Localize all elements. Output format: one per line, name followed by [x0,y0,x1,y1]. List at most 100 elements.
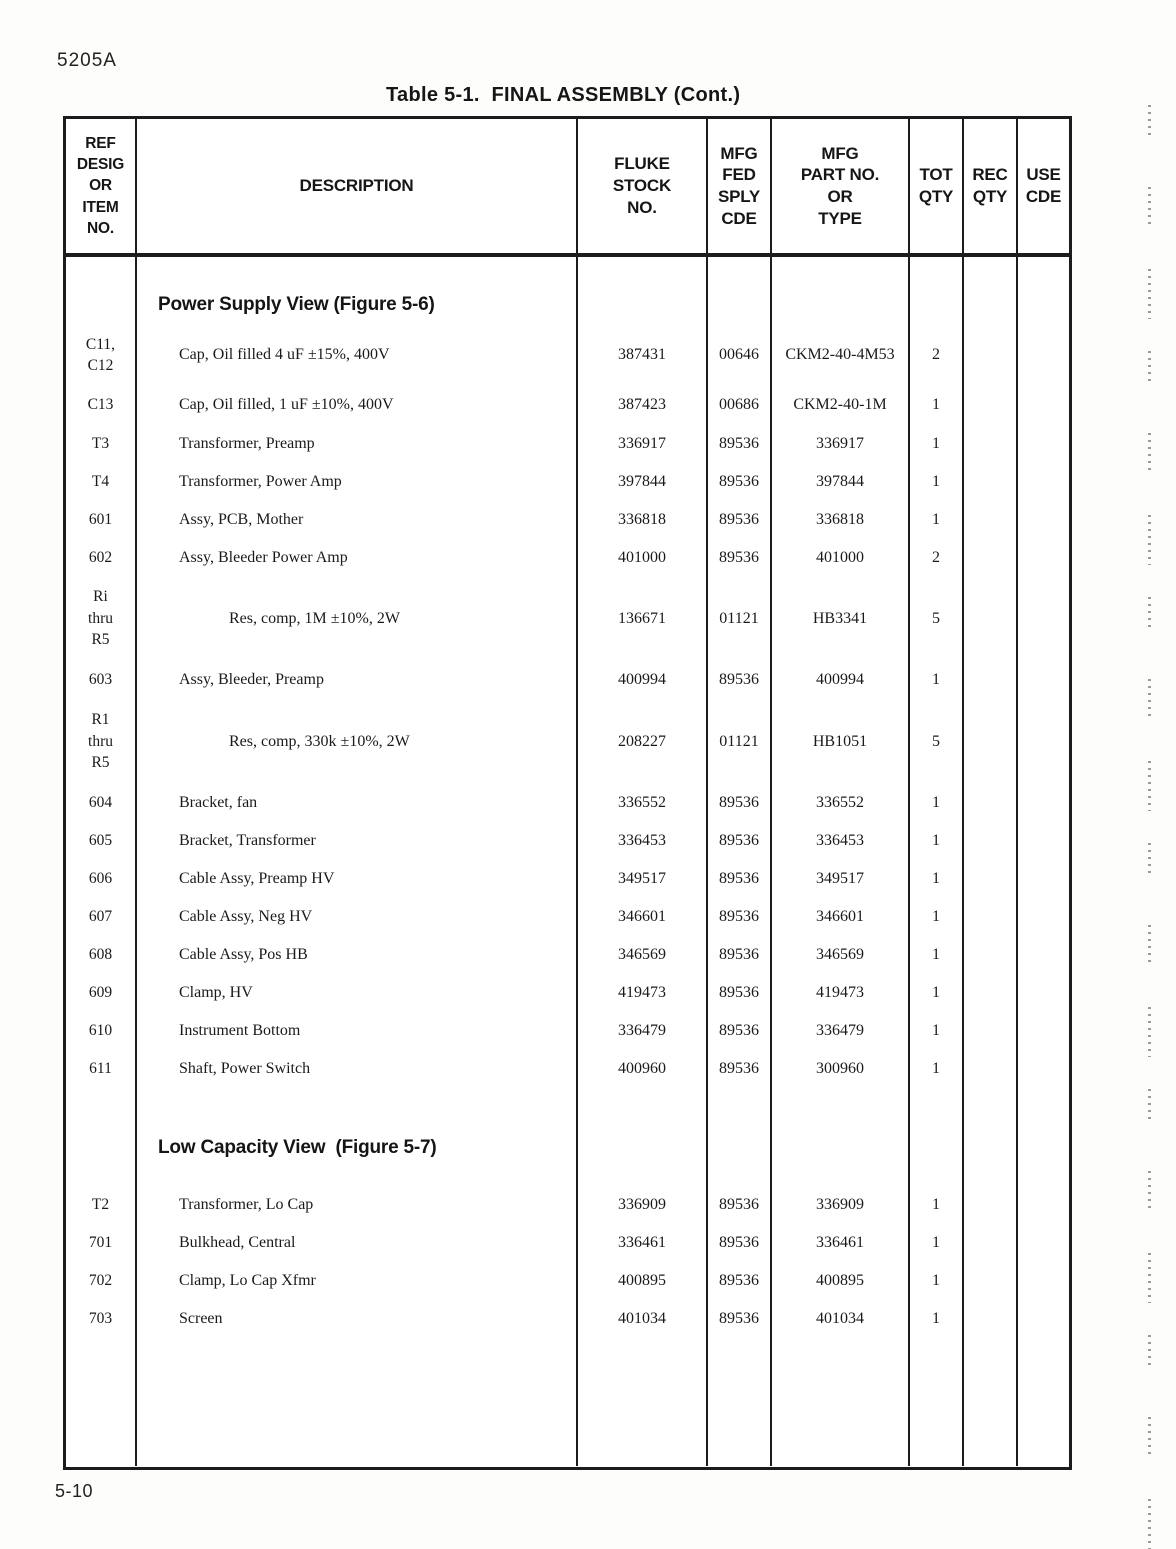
mfg-part-no-cell: CKM2-40-1M [772,385,910,425]
use-cde-cell [1018,385,1069,425]
rec-qty-cell [964,860,1018,898]
use-cde-cell [1018,700,1069,783]
use-cde-cell [1018,325,1069,385]
tot-qty-cell: 1 [910,1186,964,1224]
fluke-stock-no-cell: 400960 [578,1050,708,1088]
page-title: Table 5-1. FINAL ASSEMBLY (Cont.) [386,84,741,106]
tot-qty-cell: 1 [910,936,964,974]
table-row: 607 Cable Assy, Neg HV 346601 89536 3466… [66,898,1069,936]
tot-qty-cell: 1 [910,463,964,501]
scan-artifact [1148,925,1151,967]
mfg-part-no-cell: 397844 [772,463,910,501]
use-cde-cell [1018,577,1069,660]
mfg-fed-sply-cde-cell [708,1338,772,1466]
fluke-stock-no-cell: 419473 [578,974,708,1012]
tot-qty-cell: 1 [910,1224,964,1262]
tot-qty-cell: 1 [910,898,964,936]
mfg-fed-sply-cde-cell: 01121 [708,700,772,783]
table-row: Ri thru R5 Res, comp, 1M ±10%, 2W 136671… [66,577,1069,660]
rec-qty-cell [964,1338,1018,1466]
table-header-cell: MFG FED SPLY CDE [708,119,772,253]
mfg-part-no-cell [772,1168,910,1186]
rec-qty-cell [964,1050,1018,1088]
ref-designator-cell [66,1128,137,1168]
mfg-part-no-cell [772,257,910,285]
ref-designator-cell: 604 [66,783,137,822]
ref-designator-cell: 702 [66,1262,137,1300]
tot-qty-cell: 1 [910,501,964,539]
table-row: 703 Screen 401034 89536 401034 1 [66,1300,1069,1338]
mfg-part-no-cell: 346601 [772,898,910,936]
tot-qty-cell: 5 [910,700,964,783]
rec-qty-cell [964,700,1018,783]
fluke-stock-no-cell: 136671 [578,577,708,660]
description-cell [137,257,578,285]
mfg-fed-sply-cde-cell [708,285,772,325]
mfg-part-no-cell: 336818 [772,501,910,539]
mfg-fed-sply-cde-cell [708,1128,772,1168]
use-cde-cell [1018,257,1069,285]
mfg-fed-sply-cde-cell: 89536 [708,463,772,501]
mfg-fed-sply-cde-cell: 89536 [708,1262,772,1300]
fluke-stock-no-cell: 400895 [578,1262,708,1300]
table-header-cell: REC QTY [964,119,1018,253]
table-header-row: REF DESIG OR ITEM NO. DESCRIPTION FLUKE ST… [66,119,1069,257]
fluke-stock-no-cell: 336453 [578,822,708,860]
table-row: 701 Bulkhead, Central 336461 89536 33646… [66,1224,1069,1262]
use-cde-cell [1018,974,1069,1012]
fluke-stock-no-cell: 336917 [578,425,708,463]
mfg-fed-sply-cde-cell: 89536 [708,860,772,898]
ref-designator-cell: T2 [66,1186,137,1224]
mfg-part-no-cell: 346569 [772,936,910,974]
rec-qty-cell [964,783,1018,822]
table-row: R1 thru R5 Res, comp, 330k ±10%, 2W 2082… [66,700,1069,783]
rec-qty-cell [964,1300,1018,1338]
fluke-stock-no-cell: 336818 [578,501,708,539]
table-row: 604 Bracket, fan 336552 89536 336552 1 [66,783,1069,822]
use-cde-cell [1018,1262,1069,1300]
tot-qty-cell [910,1338,964,1466]
mfg-fed-sply-cde-cell: 89536 [708,1224,772,1262]
fluke-stock-no-cell: 387431 [578,325,708,385]
rec-qty-cell [964,577,1018,660]
ref-designator-cell: 605 [66,822,137,860]
rec-qty-cell [964,325,1018,385]
description-cell: Cap, Oil filled, 1 uF ±10%, 400V [137,385,578,425]
mfg-part-no-cell: 401000 [772,539,910,577]
rec-qty-cell [964,257,1018,285]
table-body: Power Supply View (Figure 5-6) C11, C12 … [66,257,1069,1466]
table-row: Power Supply View (Figure 5-6) [66,285,1069,325]
fluke-stock-no-cell [578,1168,708,1186]
table-row: 702 Clamp, Lo Cap Xfmr 400895 89536 4008… [66,1262,1069,1300]
mfg-part-no-cell: 400994 [772,660,910,700]
mfg-part-no-cell: 349517 [772,860,910,898]
scan-artifact [1148,187,1151,229]
mfg-part-no-cell [772,1338,910,1466]
mfg-fed-sply-cde-cell: 89536 [708,539,772,577]
rec-qty-cell [964,898,1018,936]
tot-qty-cell: 1 [910,660,964,700]
ref-designator-cell: 603 [66,660,137,700]
mfg-part-no-cell: 400895 [772,1262,910,1300]
page-footer: 5-10 [55,1481,94,1501]
parts-table: REF DESIG OR ITEM NO. DESCRIPTION FLUKE ST… [63,116,1072,1470]
use-cde-cell [1018,1186,1069,1224]
tot-qty-cell [910,1088,964,1128]
table-row: T3 Transformer, Preamp 336917 89536 3369… [66,425,1069,463]
fluke-stock-no-cell: 346601 [578,898,708,936]
scan-artifact [1148,433,1151,475]
rec-qty-cell [964,660,1018,700]
tot-qty-cell [910,1168,964,1186]
rec-qty-cell [964,501,1018,539]
fluke-stock-no-cell: 336461 [578,1224,708,1262]
fluke-stock-no-cell: 401000 [578,539,708,577]
tot-qty-cell [910,1128,964,1168]
ref-designator-cell: 601 [66,501,137,539]
table-row: 601 Assy, PCB, Mother 336818 89536 33681… [66,501,1069,539]
table-row [66,1088,1069,1128]
table-row [66,1338,1069,1466]
table-header-cell: MFG PART NO. OR TYPE [772,119,910,253]
use-cde-cell [1018,1088,1069,1128]
mfg-part-no-cell [772,285,910,325]
scan-artifact [1148,1089,1151,1123]
